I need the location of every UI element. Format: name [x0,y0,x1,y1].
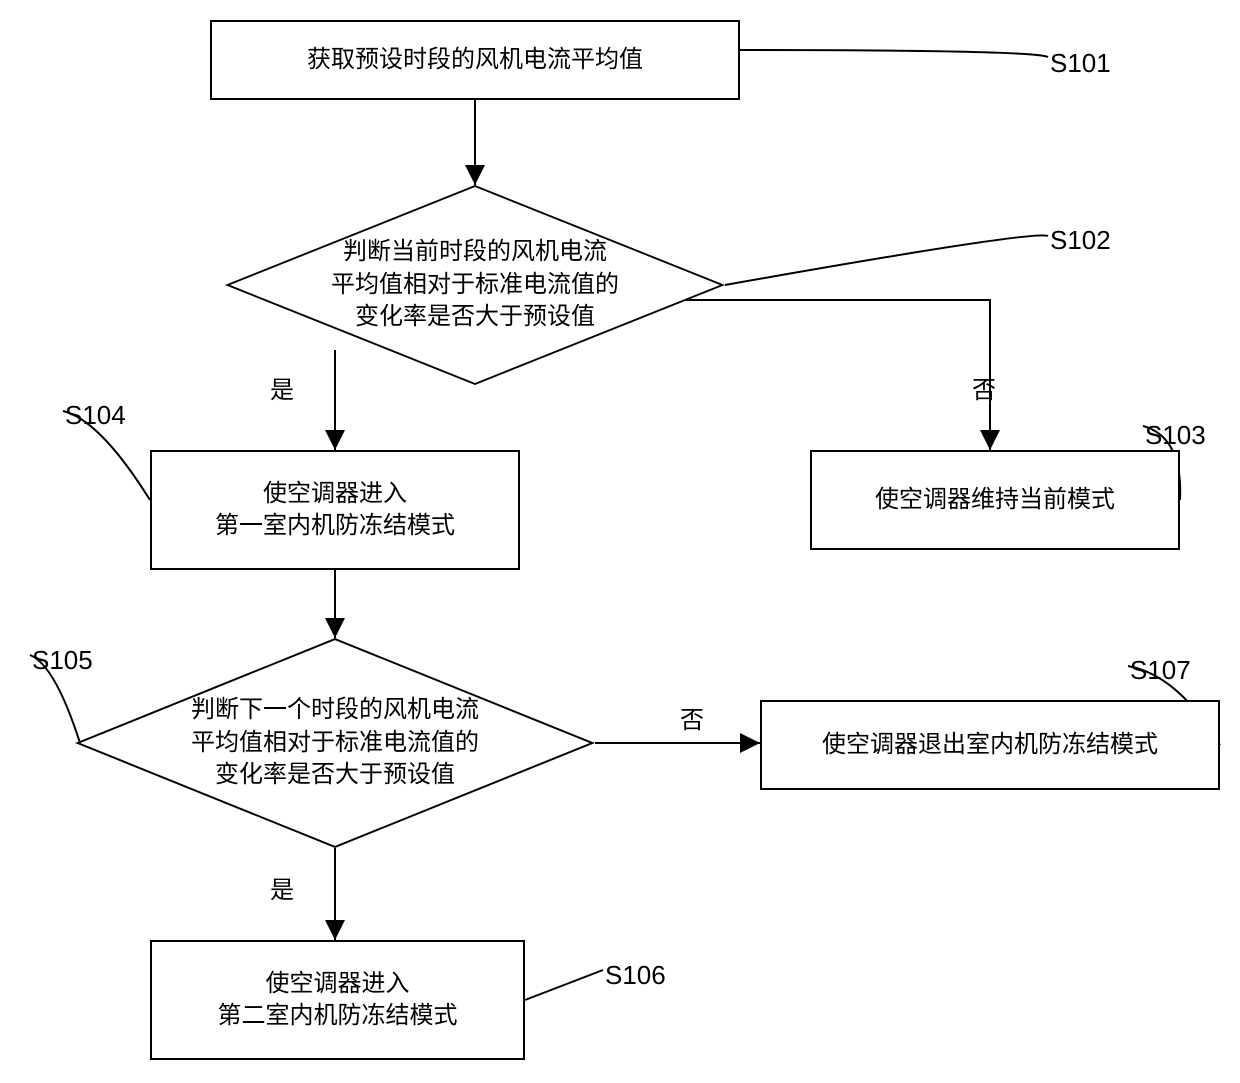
label-s101: S101 [1050,48,1111,79]
label-s107: S107 [1130,655,1191,686]
node-s106: 使空调器进入 第二室内机防冻结模式 [150,940,525,1060]
node-s107-text: 使空调器退出室内机防冻结模式 [822,729,1158,761]
node-s101-text: 获取预设时段的风机电流平均值 [307,44,643,76]
edge-label-d1-no: 否 [972,370,996,405]
node-s102-text: 判断当前时段的风机电流 平均值相对于标准电流值的 变化率是否大于预设值 [225,185,725,385]
node-s102: 判断当前时段的风机电流 平均值相对于标准电流值的 变化率是否大于预设值 [225,185,725,385]
edge-label-d1-yes: 是 [270,370,294,405]
label-s105: S105 [32,645,93,676]
node-s104: 使空调器进入 第一室内机防冻结模式 [150,450,520,570]
node-s104-text: 使空调器进入 第一室内机防冻结模式 [215,478,455,543]
edge-label-d2-no: 否 [680,700,704,735]
label-s103: S103 [1145,420,1206,451]
node-s105: 判断下一个时段的风机电流 平均值相对于标准电流值的 变化率是否大于预设值 [75,638,595,848]
label-s106: S106 [605,960,666,991]
label-s102: S102 [1050,225,1111,256]
node-s105-text: 判断下一个时段的风机电流 平均值相对于标准电流值的 变化率是否大于预设值 [75,638,595,848]
edge-label-d2-yes: 是 [270,870,294,905]
node-s103-text: 使空调器维持当前模式 [875,484,1115,516]
label-s104: S104 [65,400,126,431]
flowchart-canvas: 获取预设时段的风机电流平均值 判断当前时段的风机电流 平均值相对于标准电流值的 … [0,0,1240,1083]
node-s107: 使空调器退出室内机防冻结模式 [760,700,1220,790]
node-s103: 使空调器维持当前模式 [810,450,1180,550]
node-s101: 获取预设时段的风机电流平均值 [210,20,740,100]
node-s106-text: 使空调器进入 第二室内机防冻结模式 [218,968,458,1033]
